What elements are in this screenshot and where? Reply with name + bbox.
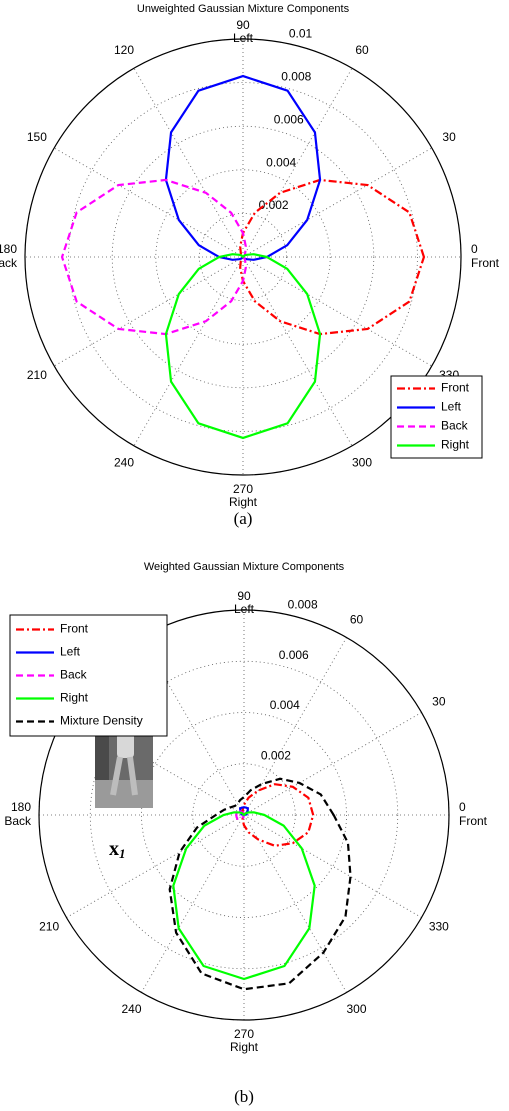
angle-tick-label: 180 xyxy=(0,242,17,256)
angle-tick-label: 60 xyxy=(355,43,369,57)
legend-label: Left xyxy=(60,645,81,659)
legend-label: Front xyxy=(60,622,89,636)
radial-tick-label: 0.002 xyxy=(259,198,289,212)
angle-tick-label: 0 xyxy=(459,800,466,814)
angle-tick-label: 300 xyxy=(346,1002,366,1016)
radial-tick-label: 0.008 xyxy=(281,69,311,83)
legend-label: Back xyxy=(441,419,469,433)
angle-tick-label: 270 xyxy=(233,482,253,496)
angle-tick-label: 30 xyxy=(432,695,446,709)
legend-label: Back xyxy=(60,668,88,682)
angle-tick-label: 30 xyxy=(442,130,456,144)
angle-tick-label: 210 xyxy=(27,368,47,382)
chart-title: Weighted Gaussian Mixture Components xyxy=(144,561,345,573)
angle-tick-label: 90 xyxy=(236,18,250,32)
radial-tick-label: 0.008 xyxy=(288,597,318,611)
radial-tick-label: 0.002 xyxy=(261,749,291,763)
direction-label: Front xyxy=(459,814,488,828)
angle-tick-label: 60 xyxy=(350,612,364,626)
radial-tick-label: 0.01 xyxy=(289,26,313,40)
label-sub: 1 xyxy=(119,846,126,861)
angle-tick-label: 120 xyxy=(114,43,134,57)
legend-label: Right xyxy=(441,438,470,452)
chart-title: Unweighted Gaussian Mixture Components xyxy=(137,3,350,15)
direction-label: Back xyxy=(0,256,18,270)
angle-tick-label: 300 xyxy=(352,455,372,469)
radial-tick-label: 0.006 xyxy=(274,112,304,126)
label-main: x xyxy=(109,838,119,860)
image-floor xyxy=(95,780,153,808)
direction-label: Left xyxy=(233,31,254,45)
radial-tick-label: 0.006 xyxy=(279,648,309,662)
direction-label: Right xyxy=(229,495,258,509)
caption: (b) xyxy=(234,1087,254,1106)
legend-label: Right xyxy=(60,691,89,705)
legend-label: Front xyxy=(441,381,470,395)
legend-label: Left xyxy=(441,400,462,414)
radial-tick-label: 0.004 xyxy=(270,698,300,712)
angle-tick-label: 0 xyxy=(471,242,478,256)
angle-tick-label: 180 xyxy=(11,800,31,814)
angle-tick-label: 150 xyxy=(27,130,47,144)
angle-tick-label: 330 xyxy=(429,920,449,934)
angle-tick-label: 240 xyxy=(114,455,134,469)
angle-tick-label: 270 xyxy=(234,1027,254,1041)
direction-label: Front xyxy=(471,256,500,270)
angle-tick-label: 240 xyxy=(121,1002,141,1016)
figure: Unweighted Gaussian Mixture Components0F… xyxy=(0,0,509,1111)
direction-label: Left xyxy=(234,602,255,616)
angle-tick-label: 210 xyxy=(39,920,59,934)
direction-label: Right xyxy=(230,1040,259,1054)
legend-label: Mixture Density xyxy=(60,714,143,728)
angle-tick-label: 90 xyxy=(237,589,251,603)
caption: (a) xyxy=(234,509,253,528)
direction-label: Back xyxy=(4,814,32,828)
radial-tick-label: 0.004 xyxy=(266,155,296,169)
